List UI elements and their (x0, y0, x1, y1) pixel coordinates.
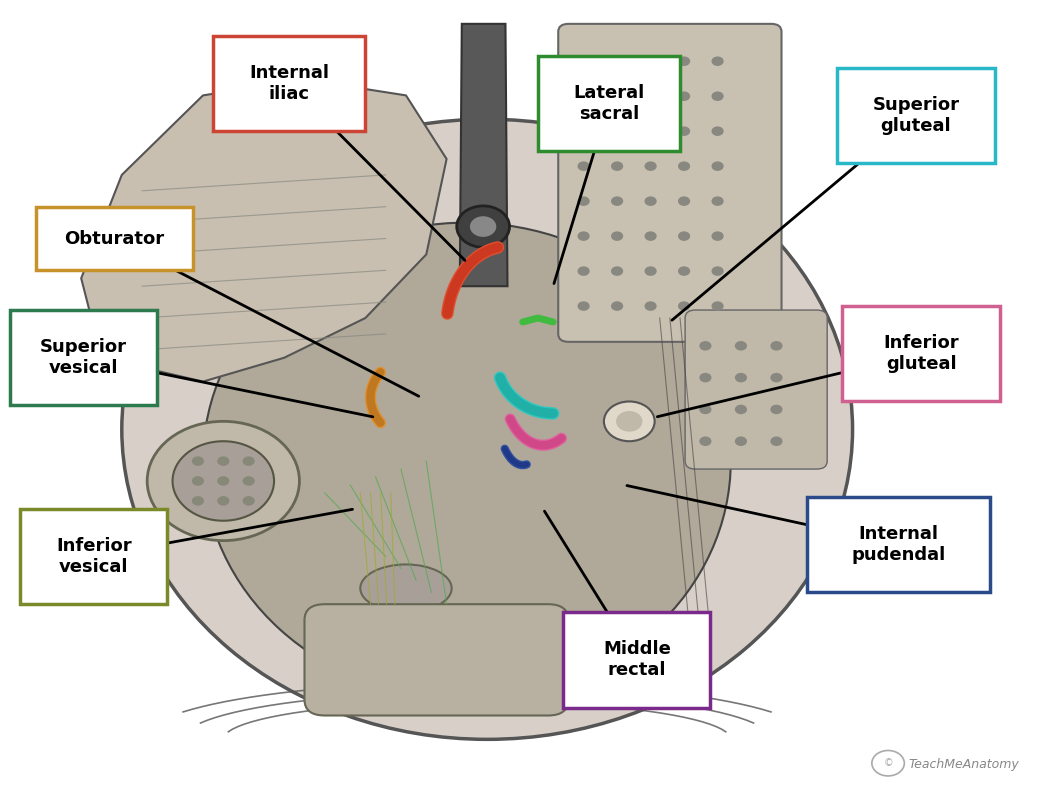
Text: Superior
gluteal: Superior gluteal (872, 96, 960, 134)
Circle shape (218, 476, 229, 486)
Circle shape (644, 161, 657, 171)
Circle shape (770, 405, 783, 414)
Circle shape (700, 405, 711, 414)
Text: ©: © (883, 758, 893, 768)
FancyBboxPatch shape (837, 68, 994, 163)
Circle shape (578, 56, 589, 66)
Circle shape (711, 56, 723, 66)
Circle shape (700, 436, 711, 446)
Circle shape (678, 266, 690, 276)
FancyBboxPatch shape (35, 207, 193, 270)
Circle shape (711, 196, 723, 206)
Circle shape (611, 196, 624, 206)
Polygon shape (460, 24, 507, 286)
Text: Obturator: Obturator (65, 230, 164, 247)
Text: Inferior
gluteal: Inferior gluteal (883, 335, 959, 373)
Circle shape (711, 231, 723, 241)
Circle shape (678, 91, 690, 101)
FancyBboxPatch shape (807, 497, 990, 592)
Circle shape (243, 476, 255, 486)
Circle shape (173, 441, 274, 521)
Ellipse shape (203, 223, 731, 700)
Circle shape (578, 196, 589, 206)
FancyBboxPatch shape (558, 24, 782, 342)
Circle shape (644, 231, 657, 241)
Circle shape (192, 476, 204, 486)
Circle shape (711, 161, 723, 171)
Circle shape (578, 161, 589, 171)
Circle shape (678, 126, 690, 136)
Circle shape (611, 126, 624, 136)
Circle shape (611, 301, 624, 311)
Circle shape (678, 301, 690, 311)
Circle shape (735, 405, 747, 414)
FancyBboxPatch shape (842, 306, 999, 401)
FancyBboxPatch shape (538, 56, 680, 151)
Circle shape (611, 91, 624, 101)
Circle shape (147, 421, 300, 541)
Circle shape (711, 301, 723, 311)
Circle shape (578, 126, 589, 136)
Circle shape (578, 231, 589, 241)
Text: Middle
rectal: Middle rectal (603, 641, 670, 679)
Circle shape (770, 373, 783, 382)
Circle shape (616, 411, 642, 432)
Circle shape (611, 56, 624, 66)
FancyBboxPatch shape (685, 310, 828, 469)
Circle shape (770, 341, 783, 351)
Circle shape (457, 206, 509, 247)
FancyBboxPatch shape (563, 612, 710, 708)
Circle shape (644, 91, 657, 101)
Circle shape (644, 301, 657, 311)
FancyBboxPatch shape (304, 604, 568, 716)
Circle shape (604, 401, 655, 441)
FancyBboxPatch shape (213, 36, 365, 131)
Circle shape (469, 216, 497, 237)
Text: Superior
vesical: Superior vesical (41, 339, 127, 377)
Ellipse shape (122, 119, 853, 739)
Circle shape (611, 231, 624, 241)
Circle shape (578, 301, 589, 311)
Circle shape (644, 266, 657, 276)
Circle shape (678, 56, 690, 66)
Circle shape (678, 231, 690, 241)
Circle shape (578, 91, 589, 101)
Circle shape (711, 266, 723, 276)
Circle shape (678, 196, 690, 206)
FancyBboxPatch shape (20, 509, 168, 604)
Circle shape (644, 126, 657, 136)
Ellipse shape (360, 564, 452, 612)
Circle shape (700, 373, 711, 382)
Text: Lateral
sacral: Lateral sacral (574, 84, 644, 122)
Polygon shape (81, 80, 447, 382)
FancyBboxPatch shape (10, 310, 157, 405)
Circle shape (218, 456, 229, 466)
Text: TeachMeAnatomy: TeachMeAnatomy (909, 758, 1019, 771)
Circle shape (644, 196, 657, 206)
Circle shape (578, 266, 589, 276)
Circle shape (243, 496, 255, 506)
Circle shape (735, 341, 747, 351)
Circle shape (243, 456, 255, 466)
Circle shape (735, 373, 747, 382)
Text: Inferior
vesical: Inferior vesical (56, 537, 132, 576)
Circle shape (611, 266, 624, 276)
Circle shape (678, 161, 690, 171)
Circle shape (735, 436, 747, 446)
Circle shape (611, 161, 624, 171)
Circle shape (700, 341, 711, 351)
Circle shape (770, 436, 783, 446)
Text: Internal
pudendal: Internal pudendal (852, 525, 945, 564)
Circle shape (218, 496, 229, 506)
Text: Internal
iliac: Internal iliac (249, 64, 329, 103)
Circle shape (192, 496, 204, 506)
Circle shape (711, 91, 723, 101)
Circle shape (644, 56, 657, 66)
Circle shape (711, 126, 723, 136)
Circle shape (192, 456, 204, 466)
